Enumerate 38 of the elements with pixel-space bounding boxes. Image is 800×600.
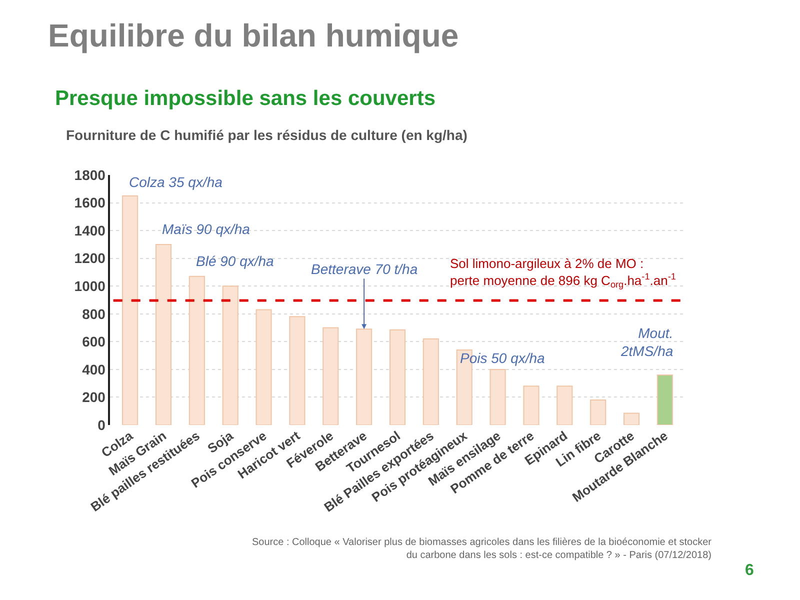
bar <box>590 400 606 425</box>
bar <box>356 328 372 425</box>
text: Fourniture de C humifié par les résidus de culture (en kg/ha) <box>66 127 468 143</box>
text: 6 <box>745 562 754 579</box>
y-tick-label: 400 <box>82 361 106 378</box>
annotation: Maïs 90 qx/ha <box>162 221 250 237</box>
bar <box>490 368 506 425</box>
bar <box>623 412 640 425</box>
bar <box>122 195 138 425</box>
bar <box>422 338 439 425</box>
y-tick-label: 1000 <box>74 278 106 294</box>
bar <box>289 316 306 425</box>
annotation: Colza 35 qx/ha <box>129 174 223 190</box>
y-tick-label: 800 <box>82 306 106 322</box>
annotation: Betterave 70 t/ha <box>311 261 418 277</box>
ref-line-label: Sol limono-argileux à 2% de MO : perte moyenne de 896 kg C$_{org}$.ha$^{-1}$.an$^{-1}$ <box>450 256 676 290</box>
y-tick-label: 0 <box>98 416 106 433</box>
bar <box>389 329 406 425</box>
annotation: Pois 50 qx/ha <box>460 350 546 366</box>
annotation: Mout. 2tMS/ha <box>620 325 674 360</box>
y-tick-label: 1600 <box>74 194 106 211</box>
chart-title: Equilibre du bilan humique <box>48 17 459 54</box>
bar <box>322 327 339 425</box>
annotation: Blé 90 qx/ha <box>196 253 274 269</box>
chart-subtitle: Presque impossible sans les couverts <box>55 87 436 110</box>
bar <box>222 286 238 425</box>
y-tick-label: 1200 <box>74 250 106 266</box>
source-note: Source : Colloque « Valoriser plus de biomasses agricoles dans les filières de la bioéconomie et stocker du carbone dans les sols : est-ce compatible ? » - Paris (07/12/2018) <box>252 537 712 561</box>
y-tick-label: 600 <box>82 334 106 350</box>
y-tick-label: 200 <box>82 389 106 406</box>
bar <box>188 276 205 425</box>
bar <box>256 309 272 425</box>
bar <box>523 386 540 425</box>
bar <box>155 244 172 425</box>
bar <box>556 386 573 425</box>
bar <box>656 374 673 425</box>
y-tick-label: 1400 <box>74 222 106 238</box>
y-tick-label: 1800 <box>74 166 106 183</box>
